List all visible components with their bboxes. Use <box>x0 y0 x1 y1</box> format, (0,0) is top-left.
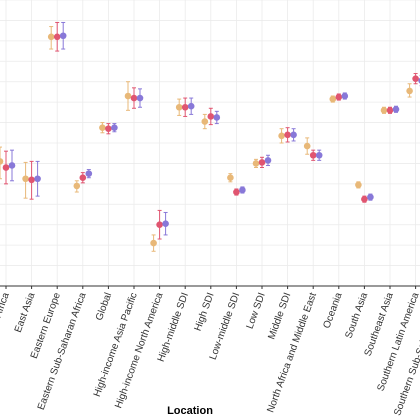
x-tick-label: Low SDI <box>245 291 268 330</box>
data-point <box>0 158 4 165</box>
data-point <box>34 175 41 183</box>
x-tick-label: Oceania <box>322 291 345 330</box>
data-point <box>175 103 183 111</box>
data-point <box>187 102 195 110</box>
x-tick-label: High-income North America <box>113 291 165 410</box>
data-point <box>207 113 215 120</box>
x-tick-label: High SDI <box>193 291 217 332</box>
data-point <box>22 175 29 183</box>
data-point <box>367 193 374 201</box>
data-point <box>156 221 163 229</box>
x-tick-label: Eastern Sub-Saharan Africa <box>36 291 89 412</box>
data-point <box>412 75 419 82</box>
data-point <box>341 92 349 100</box>
data-point <box>53 33 61 41</box>
data-point <box>79 174 87 182</box>
data-point <box>73 182 81 190</box>
data-point <box>233 188 240 196</box>
x-axis-title: Location <box>167 405 213 417</box>
data-point <box>8 162 16 169</box>
data-point <box>361 195 368 203</box>
x-tick-label: Middle SDI <box>266 291 293 341</box>
data-point <box>355 181 362 189</box>
data-point <box>290 131 297 139</box>
x-tick-label: South Asia <box>344 291 371 340</box>
data-point <box>130 94 138 102</box>
data-point <box>278 132 285 140</box>
data-point <box>2 164 10 171</box>
data-point <box>201 118 209 125</box>
x-tick-label: North Africa and Middle East <box>265 291 319 414</box>
data-point <box>99 124 106 131</box>
data-point <box>392 105 400 113</box>
data-point <box>111 124 118 131</box>
data-point <box>28 176 35 184</box>
data-point <box>258 159 266 166</box>
data-point <box>406 87 413 95</box>
data-points <box>0 32 420 247</box>
data-point <box>105 125 112 132</box>
data-point <box>386 107 394 114</box>
x-tick-label: Global <box>94 291 114 322</box>
data-point <box>213 114 221 121</box>
data-point <box>85 170 93 177</box>
data-point <box>136 94 144 102</box>
data-point <box>335 93 343 101</box>
data-point <box>227 174 234 182</box>
data-point <box>150 239 157 247</box>
data-point <box>239 186 246 194</box>
data-point <box>284 131 291 139</box>
data-point <box>309 151 317 159</box>
data-point <box>47 33 55 41</box>
data-point <box>124 92 132 100</box>
data-point <box>252 160 260 167</box>
data-point <box>162 220 169 227</box>
x-tick-label: East Asia <box>13 291 38 334</box>
data-point <box>264 157 272 164</box>
x-tick-label: Africa <box>0 291 12 319</box>
data-point <box>315 151 323 159</box>
data-point <box>329 95 337 103</box>
data-point <box>59 32 67 40</box>
grid <box>0 0 420 287</box>
data-point <box>303 142 311 150</box>
data-point <box>181 103 189 111</box>
data-point <box>380 107 388 114</box>
